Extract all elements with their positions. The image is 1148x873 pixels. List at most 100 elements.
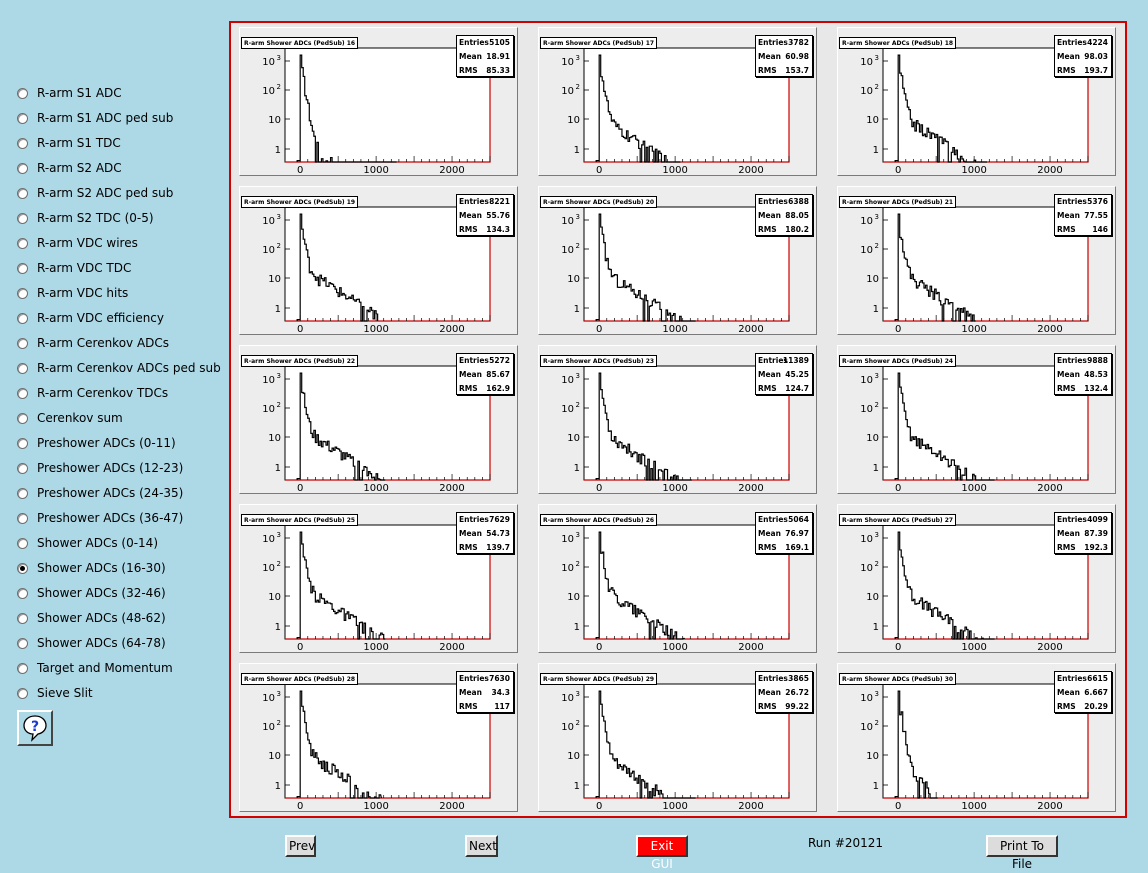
- stat-value: 11389: [782, 356, 809, 365]
- histogram-pad[interactable]: 1 10 2 10 3 10 0 1000 2000 R-arm Shower ADCs (Ped…: [239, 27, 518, 176]
- radio-option[interactable]: Target and Momentum: [17, 658, 173, 678]
- radio-button[interactable]: [17, 562, 28, 574]
- histogram-pad[interactable]: 1 10 2 10 3 10 0 1000 2000 R-arm Shower ADCs (Ped…: [837, 504, 1116, 653]
- radio-button[interactable]: [17, 287, 28, 299]
- radio-option[interactable]: R-arm Cerenkov TDCs: [17, 383, 168, 403]
- radio-button[interactable]: [17, 412, 28, 424]
- stat-value: 76.97: [785, 529, 809, 538]
- radio-option-label: R-arm S2 TDC (0-5): [37, 211, 154, 225]
- prev-button[interactable]: Prev: [285, 835, 316, 857]
- histogram-title: R-arm Shower ADCs (PedSub) 27: [839, 514, 957, 526]
- stat-value: 55.76: [486, 211, 510, 220]
- radio-option[interactable]: Preshower ADCs (36-47): [17, 508, 183, 528]
- radio-option[interactable]: R-arm S1 ADC ped sub: [17, 108, 173, 128]
- radio-option[interactable]: Preshower ADCs (0-11): [17, 433, 176, 453]
- stat-key: Entries: [758, 356, 788, 365]
- radio-option[interactable]: Shower ADCs (48-62): [17, 608, 166, 628]
- print-to-file-button[interactable]: Print To File: [986, 835, 1058, 871]
- radio-option[interactable]: Preshower ADCs (24-35): [17, 483, 183, 503]
- radio-option[interactable]: Shower ADCs (0-14): [17, 533, 158, 553]
- radio-button[interactable]: [17, 587, 28, 599]
- stat-row: RMS 139.7: [457, 541, 513, 555]
- radio-option[interactable]: R-arm VDC wires: [17, 233, 138, 253]
- exit-gui-button[interactable]: Exit GUI: [636, 835, 688, 871]
- help-button[interactable]: ?: [17, 710, 53, 746]
- histogram-pad[interactable]: 1 10 2 10 3 10 0 1000 2000 R-arm Shower ADCs (Ped…: [239, 663, 518, 812]
- histogram-title: R-arm Shower ADCs (PedSub) 20: [540, 196, 658, 208]
- y-tick-label: 10: [866, 751, 879, 762]
- histogram-pad[interactable]: 1 10 2 10 3 10 0 1000 2000 R-arm Shower ADCs (Ped…: [837, 186, 1116, 335]
- radio-option[interactable]: Shower ADCs (64-78): [17, 633, 166, 653]
- histogram-pad[interactable]: 1 10 2 10 3 10 0 1000 2000 R-arm Shower ADCs (Ped…: [837, 345, 1116, 494]
- stat-row: RMS 180.2: [756, 223, 812, 237]
- radio-button[interactable]: [17, 137, 28, 149]
- radio-button[interactable]: [17, 212, 28, 224]
- radio-option[interactable]: Preshower ADCs (12-23): [17, 458, 183, 478]
- histogram-title: R-arm Shower ADCs (PedSub) 16: [241, 37, 359, 49]
- y-tick-exponent: 3: [576, 531, 580, 539]
- radio-button[interactable]: [17, 637, 28, 649]
- radio-option[interactable]: R-arm S1 TDC: [17, 133, 121, 153]
- radio-button[interactable]: [17, 162, 28, 174]
- histogram-series: [296, 531, 386, 640]
- stat-key: Mean: [1057, 529, 1080, 538]
- radio-button[interactable]: [17, 387, 28, 399]
- histogram-pad[interactable]: 1 10 2 10 3 10 0 1000 2000 R-arm Shower ADCs (Ped…: [538, 345, 817, 494]
- radio-option[interactable]: R-arm S2 ADC: [17, 158, 122, 178]
- radio-button[interactable]: [17, 512, 28, 524]
- radio-button[interactable]: [17, 187, 28, 199]
- histogram-series: [894, 54, 988, 163]
- radio-button[interactable]: [17, 687, 28, 699]
- radio-option[interactable]: R-arm S1 ADC: [17, 83, 122, 103]
- stat-row: RMS 124.7: [756, 382, 812, 396]
- histogram-pad[interactable]: 1 10 2 10 3 10 0 1000 2000 R-arm Shower ADCs (Ped…: [239, 345, 518, 494]
- radio-button[interactable]: [17, 362, 28, 374]
- radio-button[interactable]: [17, 312, 28, 324]
- radio-button[interactable]: [17, 112, 28, 124]
- histogram-pad[interactable]: 1 10 2 10 3 10 0 1000 2000 R-arm Shower ADCs (Ped…: [837, 27, 1116, 176]
- radio-option[interactable]: Shower ADCs (16-30): [17, 558, 166, 578]
- radio-button[interactable]: [17, 262, 28, 274]
- radio-option[interactable]: Cerenkov sum: [17, 408, 123, 428]
- radio-button[interactable]: [17, 462, 28, 474]
- radio-option[interactable]: R-arm S2 TDC (0-5): [17, 208, 154, 228]
- radio-button[interactable]: [17, 87, 28, 99]
- radio-option[interactable]: R-arm VDC efficiency: [17, 308, 164, 328]
- y-tick-label: 1: [873, 781, 879, 792]
- y-tick-exponent: 2: [277, 242, 281, 250]
- radio-option[interactable]: R-arm Cerenkov ADCs ped sub: [17, 358, 221, 378]
- radio-button[interactable]: [17, 537, 28, 549]
- histogram-pad[interactable]: 1 10 2 10 3 10 0 1000 2000 R-arm Shower ADCs (Ped…: [239, 186, 518, 335]
- radio-button[interactable]: [17, 612, 28, 624]
- radio-option[interactable]: Shower ADCs (32-46): [17, 583, 166, 603]
- histogram-pad[interactable]: 1 10 2 10 3 10 0 1000 2000 R-arm Shower ADCs (Ped…: [538, 663, 817, 812]
- histogram-series: [296, 54, 397, 163]
- radio-option[interactable]: R-arm Cerenkov ADCs: [17, 333, 169, 353]
- stats-box: Entries 5105 Mean 18.91 RMS 85.33: [456, 35, 514, 77]
- radio-button[interactable]: [17, 437, 28, 449]
- stat-row: Entries 5272: [457, 354, 513, 368]
- histogram-pad[interactable]: 1 10 2 10 3 10 0 1000 2000 R-arm Shower ADCs (Ped…: [538, 504, 817, 653]
- histogram-pad[interactable]: 1 10 2 10 3 10 0 1000 2000 R-arm Shower ADCs (Ped…: [538, 27, 817, 176]
- next-button[interactable]: Next: [465, 835, 498, 857]
- stat-key: Entries: [459, 515, 489, 524]
- histogram-series: [894, 213, 976, 322]
- radio-button[interactable]: [17, 487, 28, 499]
- stat-value: 4099: [1087, 515, 1108, 524]
- stat-value: 85.33: [486, 66, 510, 75]
- stat-row: RMS 162.9: [457, 382, 513, 396]
- histogram-pad[interactable]: 1 10 2 10 3 10 0 1000 2000 R-arm Shower ADCs (Ped…: [837, 663, 1116, 812]
- radio-option[interactable]: Sieve Slit: [17, 683, 93, 703]
- y-tick-label: 1: [873, 145, 879, 156]
- radio-option[interactable]: R-arm S2 ADC ped sub: [17, 183, 173, 203]
- radio-option[interactable]: R-arm VDC TDC: [17, 258, 131, 278]
- histogram-pad[interactable]: 1 10 2 10 3 10 0 1000 2000 R-arm Shower ADCs (Ped…: [538, 186, 817, 335]
- histogram-pad[interactable]: 1 10 2 10 3 10 0 1000 2000 R-arm Shower ADCs (Ped…: [239, 504, 518, 653]
- stat-key: Entries: [459, 38, 489, 47]
- radio-button[interactable]: [17, 337, 28, 349]
- x-tick-label: 2000: [439, 801, 464, 812]
- radio-button[interactable]: [17, 662, 28, 674]
- radio-option[interactable]: R-arm VDC hits: [17, 283, 128, 303]
- radio-button[interactable]: [17, 237, 28, 249]
